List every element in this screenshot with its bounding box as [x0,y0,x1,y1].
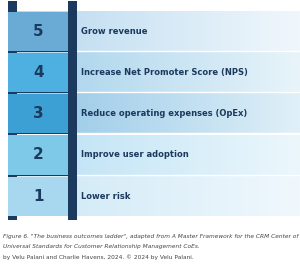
Text: 5: 5 [33,24,44,39]
Bar [8,173,76,176]
Bar [8,177,68,216]
Text: 4: 4 [33,65,44,80]
Bar [8,50,76,52]
Text: by Velu Palani and Charlie Havens, 2024. © 2024 by Velu Palani.: by Velu Palani and Charlie Havens, 2024.… [3,255,194,260]
Bar [8,94,68,133]
Text: Reduce operating expenses (OpEx): Reduce operating expenses (OpEx) [81,109,247,118]
Bar [8,12,68,51]
Text: Figure 6. "The business outcomes ladder", adapted from A Master Framework for th: Figure 6. "The business outcomes ladder"… [3,234,300,239]
Bar [8,53,68,92]
Bar [68,1,76,220]
Bar [8,132,76,134]
Bar [8,135,68,175]
Text: Grow revenue: Grow revenue [81,27,148,36]
Text: Lower risk: Lower risk [81,192,130,201]
Text: 2: 2 [33,148,44,162]
Text: Improve user adoption: Improve user adoption [81,150,189,159]
Text: 3: 3 [33,106,44,121]
Text: Increase Net Promoter Score (NPS): Increase Net Promoter Score (NPS) [81,68,248,77]
Bar [8,1,16,220]
Text: Universal Standards for Customer Relationship Management CoEs.: Universal Standards for Customer Relatio… [3,244,200,249]
Text: 1: 1 [33,189,44,204]
Bar [8,91,76,93]
